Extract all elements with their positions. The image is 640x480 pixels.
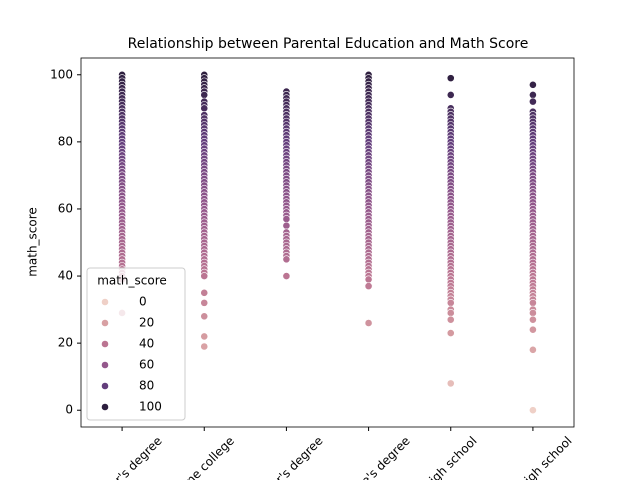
legend-box [86,267,186,421]
point [446,309,455,317]
x-tick-label: associate's degree [324,434,413,480]
point [282,215,291,223]
x-tick-label: some college [171,434,237,480]
point [529,80,537,89]
legend-marker [101,382,109,390]
point [200,272,209,280]
point [529,345,537,354]
point [529,309,537,317]
point [529,325,537,334]
legend-title: math_score [97,274,167,288]
point [446,329,455,337]
point [446,91,455,99]
point [200,91,209,99]
y-tick-label: 80 [58,134,73,148]
point [282,221,291,230]
point [200,298,209,307]
point [446,315,455,324]
point [200,104,209,113]
y-axis-label: math_score [26,207,40,277]
y-tick-label: 0 [65,403,73,417]
legend-marker [101,361,109,369]
point [282,255,291,264]
y-tick-label: 100 [50,67,73,81]
legend-label: 60 [139,358,154,372]
x-tick-label: some high school [491,434,575,480]
point [529,315,537,324]
point [200,312,209,321]
point [200,342,209,351]
chart-title: Relationship between Parental Education … [128,36,529,52]
legend-marker [101,403,109,411]
legend-marker [101,340,109,348]
plot-frame [80,57,575,428]
point [529,91,537,99]
point [282,272,291,280]
legend-label: 40 [139,337,154,351]
legend-marker [101,319,109,327]
point [529,298,537,307]
point [200,288,209,297]
legend-label: 20 [139,316,154,330]
point [364,319,373,327]
point [446,74,455,83]
x-tick-label: bachelor's degree [79,434,165,480]
y-tick-label: 40 [58,269,73,283]
point [446,379,455,388]
point [200,332,209,341]
x-tick-label: master's degree [247,434,326,480]
y-tick-label: 60 [58,201,73,215]
point [364,275,373,284]
legend-marker [101,298,109,306]
y-tick-label: 20 [58,336,73,350]
legend-label: 80 [139,379,154,393]
point [446,298,455,307]
point [529,97,537,106]
point [529,406,537,415]
point [364,282,373,291]
x-tick-label: high school [421,434,479,480]
legend-label: 0 [139,295,147,309]
legend-label: 100 [139,400,162,414]
